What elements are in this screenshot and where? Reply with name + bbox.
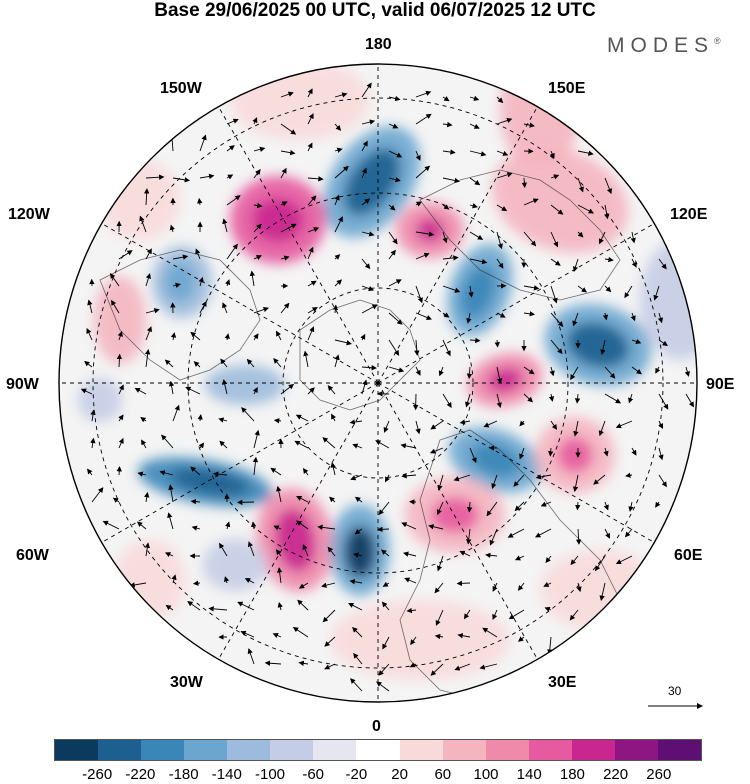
colorbar-tick-label: 220 <box>603 766 628 783</box>
colorbar <box>54 739 702 761</box>
colorbar-tick-label: -100 <box>255 766 285 783</box>
colorbar-swatch <box>658 740 701 760</box>
colorbar-swatch <box>615 740 658 760</box>
colorbar-tick-label: 140 <box>517 766 542 783</box>
colorbar-tick-label: -60 <box>302 766 324 783</box>
colorbar-swatch <box>141 740 184 760</box>
colorbar-tick-label: 180 <box>560 766 585 783</box>
anomaly-region <box>100 160 180 240</box>
colorbar-ticks: -260 -220 -180 -140 -100 -60 -20 20 60 100 140 180 2… <box>0 766 750 784</box>
wind-arrow <box>194 583 200 584</box>
anomaly-region <box>252 198 304 242</box>
anomaly-region <box>416 218 444 242</box>
lon-label-60w: 60W <box>16 547 49 565</box>
anomaly-region <box>640 240 720 360</box>
lon-label-90e: 90E <box>706 376 734 394</box>
anomaly-region <box>330 600 510 680</box>
colorbar-swatch <box>400 740 443 760</box>
anomaly-region <box>205 365 285 405</box>
colorbar-swatch <box>443 740 486 760</box>
colorbar-swatch <box>356 740 399 760</box>
wind-arrow <box>119 467 120 475</box>
wind-arrow <box>497 340 498 347</box>
anomaly-region <box>500 50 580 170</box>
anomaly-region <box>164 262 196 302</box>
colorbar-tick-label: -180 <box>169 766 199 783</box>
lon-label-120e: 120E <box>670 206 707 224</box>
anomaly-region <box>344 526 376 578</box>
colorbar-swatch <box>98 740 141 760</box>
wind-arrow <box>457 583 470 584</box>
colorbar-tick-label: 60 <box>434 766 451 783</box>
colorbar-swatch <box>313 740 356 760</box>
lon-label-30e: 30E <box>548 674 576 692</box>
colorbar-tick-label: -20 <box>346 766 368 783</box>
colorbar-tick-label: 20 <box>391 766 408 783</box>
map-title: Base 29/06/2025 00 UTC, valid 06/07/2025… <box>0 0 750 22</box>
colorbar-tick-label: 260 <box>646 766 671 783</box>
wind-arrow <box>577 502 578 509</box>
lon-label-150w: 150W <box>160 80 202 98</box>
brand-logo: MODES® <box>607 34 721 58</box>
colorbar-tick-label: -260 <box>82 766 112 783</box>
colorbar-swatch <box>572 740 615 760</box>
anomaly-region <box>78 378 122 422</box>
colorbar-tick-label: -220 <box>125 766 155 783</box>
colorbar-swatch <box>55 740 98 760</box>
wind-arrow <box>238 502 254 503</box>
lon-label-150e: 150E <box>548 80 585 98</box>
lon-label-60e: 60E <box>674 547 702 565</box>
colorbar-tick-label: -140 <box>212 766 242 783</box>
lon-label-120w: 120W <box>8 206 50 224</box>
colorbar-swatch <box>270 740 313 760</box>
lon-label-90w: 90W <box>6 376 39 394</box>
anomaly-region <box>557 437 593 473</box>
colorbar-swatch <box>227 740 270 760</box>
colorbar-swatch <box>529 740 572 760</box>
lon-label-30w: 30W <box>170 674 203 692</box>
colorbar-swatch <box>486 740 529 760</box>
wind-arrow <box>378 529 389 530</box>
lon-label-0: 0 <box>372 718 381 736</box>
colorbar-swatch <box>184 740 227 760</box>
anomaly-region <box>94 276 146 364</box>
lon-label-180: 180 <box>365 36 392 54</box>
anomaly-region <box>114 540 186 620</box>
anomaly-region <box>203 539 267 591</box>
colorbar-tick-label: 100 <box>473 766 498 783</box>
